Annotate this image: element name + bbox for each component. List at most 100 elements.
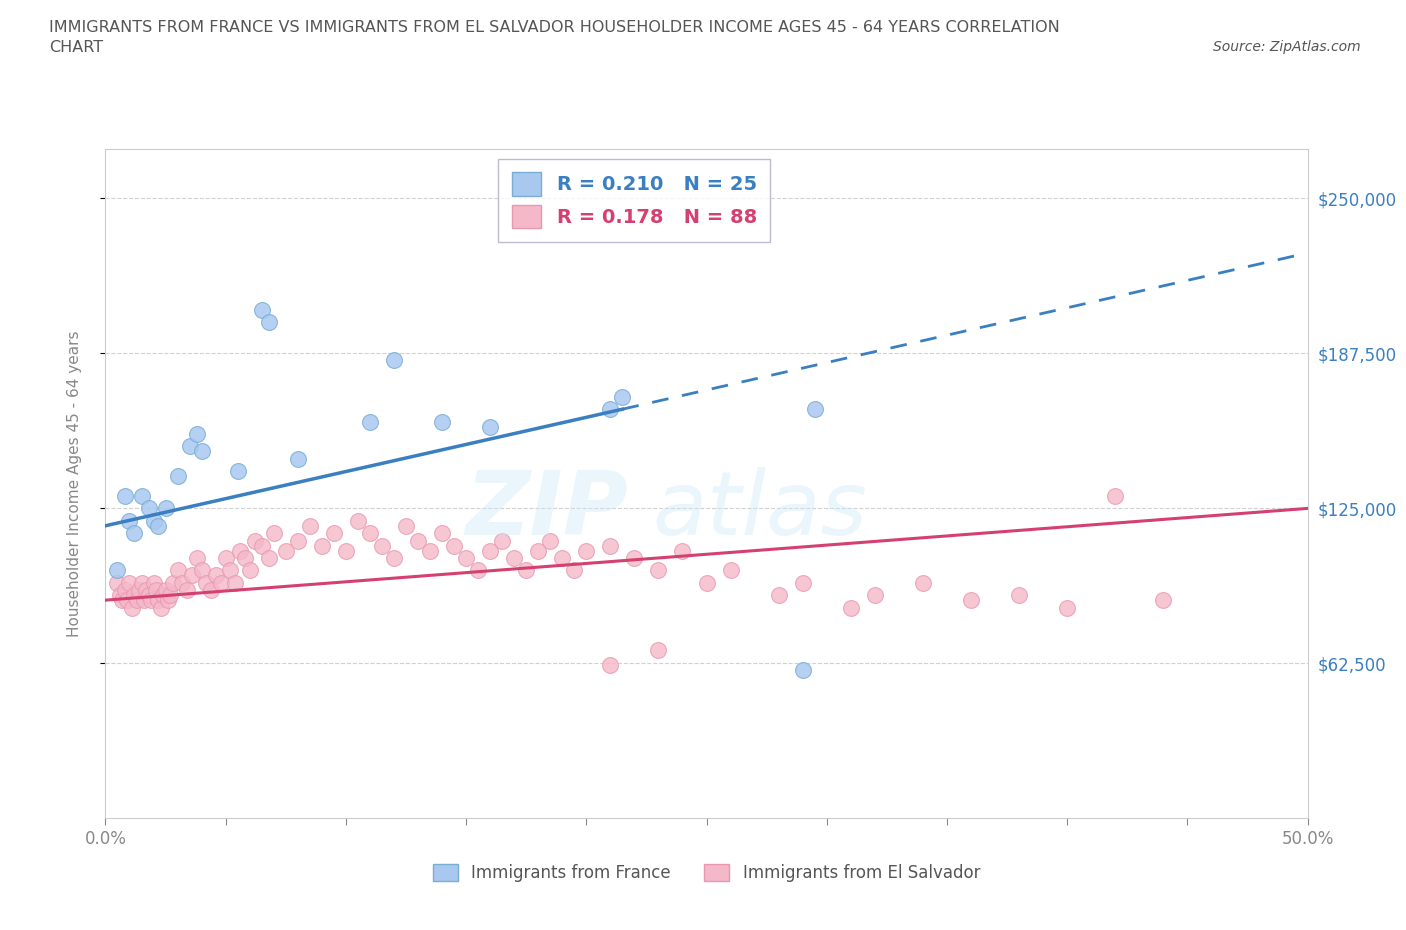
Text: CHART: CHART — [49, 40, 103, 55]
Point — [107, 563, 129, 578]
Point — [226, 464, 249, 479]
Point — [135, 583, 157, 598]
Point — [145, 583, 167, 598]
Point — [186, 551, 208, 565]
Point — [125, 592, 148, 607]
Point — [1008, 588, 1031, 603]
Point — [128, 583, 150, 598]
Point — [229, 543, 252, 558]
Point — [111, 592, 134, 607]
Point — [209, 576, 232, 591]
Point — [274, 543, 297, 558]
Point — [575, 543, 598, 558]
Point — [792, 576, 814, 591]
Legend: Immigrants from France, Immigrants from El Salvador: Immigrants from France, Immigrants from … — [425, 856, 988, 890]
Point — [671, 543, 693, 558]
Point — [720, 563, 742, 578]
Point — [139, 592, 162, 607]
Point — [311, 538, 333, 553]
Point — [243, 533, 266, 548]
Point — [491, 533, 513, 548]
Point — [124, 588, 146, 603]
Point — [1152, 592, 1174, 607]
Point — [503, 551, 526, 565]
Point — [190, 444, 212, 458]
Point — [612, 390, 634, 405]
Point — [124, 525, 146, 540]
Point — [155, 583, 177, 598]
Point — [562, 563, 585, 578]
Point — [347, 513, 370, 528]
Point — [382, 352, 405, 367]
Point — [118, 513, 141, 528]
Point — [430, 525, 453, 540]
Point — [467, 563, 489, 578]
Point — [696, 576, 718, 591]
Point — [1104, 488, 1126, 503]
Point — [224, 576, 246, 591]
Point — [138, 588, 160, 603]
Point — [538, 533, 561, 548]
Point — [599, 538, 621, 553]
Point — [115, 592, 138, 607]
Point — [257, 551, 280, 565]
Point — [149, 600, 172, 615]
Point — [233, 551, 256, 565]
Point — [599, 402, 621, 417]
Point — [131, 488, 153, 503]
Text: ZIP: ZIP — [465, 467, 628, 554]
Point — [152, 588, 174, 603]
Point — [131, 576, 153, 591]
Point — [257, 315, 280, 330]
Point — [359, 525, 381, 540]
Point — [138, 501, 160, 516]
Point — [166, 563, 188, 578]
Point — [239, 563, 262, 578]
Point — [515, 563, 537, 578]
Point — [406, 533, 429, 548]
Point — [298, 518, 321, 533]
Point — [647, 643, 669, 658]
Point — [335, 543, 357, 558]
Point — [263, 525, 285, 540]
Point — [792, 662, 814, 677]
Point — [623, 551, 645, 565]
Point — [551, 551, 574, 565]
Point — [419, 543, 441, 558]
Point — [155, 501, 177, 516]
Point — [768, 588, 790, 603]
Point — [454, 551, 477, 565]
Point — [599, 658, 621, 672]
Text: atlas: atlas — [652, 468, 868, 553]
Point — [200, 583, 222, 598]
Point — [132, 592, 155, 607]
Point — [443, 538, 465, 553]
Point — [172, 576, 194, 591]
Point — [250, 302, 273, 317]
Point — [214, 551, 236, 565]
Point — [190, 563, 212, 578]
Point — [142, 576, 165, 591]
Point — [121, 600, 143, 615]
Point — [395, 518, 418, 533]
Point — [205, 568, 228, 583]
Point — [181, 568, 204, 583]
Point — [250, 538, 273, 553]
Point — [142, 513, 165, 528]
Point — [107, 576, 129, 591]
Point — [148, 592, 170, 607]
Point — [219, 563, 242, 578]
Point — [359, 414, 381, 429]
Point — [803, 402, 825, 417]
Point — [118, 576, 141, 591]
Y-axis label: Householder Income Ages 45 - 64 years: Householder Income Ages 45 - 64 years — [67, 330, 82, 637]
Point — [430, 414, 453, 429]
Point — [195, 576, 218, 591]
Point — [479, 543, 502, 558]
Point — [114, 583, 136, 598]
Point — [287, 451, 309, 466]
Text: Source: ZipAtlas.com: Source: ZipAtlas.com — [1213, 40, 1361, 54]
Point — [960, 592, 983, 607]
Point — [863, 588, 886, 603]
Point — [166, 469, 188, 484]
